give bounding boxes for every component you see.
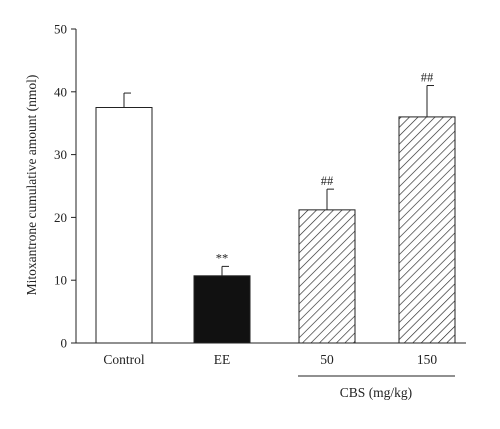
- labels: Control ** EE ## 50 ## 150: [103, 71, 437, 367]
- category-label-0: Control: [103, 352, 145, 367]
- group-label: CBS (mg/kg): [340, 385, 412, 400]
- category-label-3: 150: [417, 352, 438, 367]
- y-tick-label-50: 50: [54, 22, 67, 37]
- y-tick-label-20: 20: [54, 210, 67, 225]
- bar-control: [95, 107, 153, 344]
- cbs-group: CBS (mg/kg): [298, 375, 455, 400]
- bar-ee: [193, 275, 251, 344]
- y-tick-label-40: 40: [54, 84, 67, 99]
- y-axis-title: Mitoxantrone cumulative amount (nmol): [24, 75, 39, 296]
- significance-mark-2: ##: [321, 174, 334, 188]
- category-label-2: 50: [320, 352, 334, 367]
- bars: [95, 85, 456, 344]
- category-label-1: EE: [214, 352, 231, 367]
- y-tick-label-0: 0: [61, 336, 68, 351]
- significance-mark-3: ##: [421, 71, 434, 85]
- y-tick-label-10: 10: [54, 273, 67, 288]
- significance-mark-1: **: [216, 251, 229, 265]
- y-tick-label-30: 30: [54, 147, 67, 162]
- bar-150: [398, 116, 456, 344]
- bar-50: [298, 209, 356, 344]
